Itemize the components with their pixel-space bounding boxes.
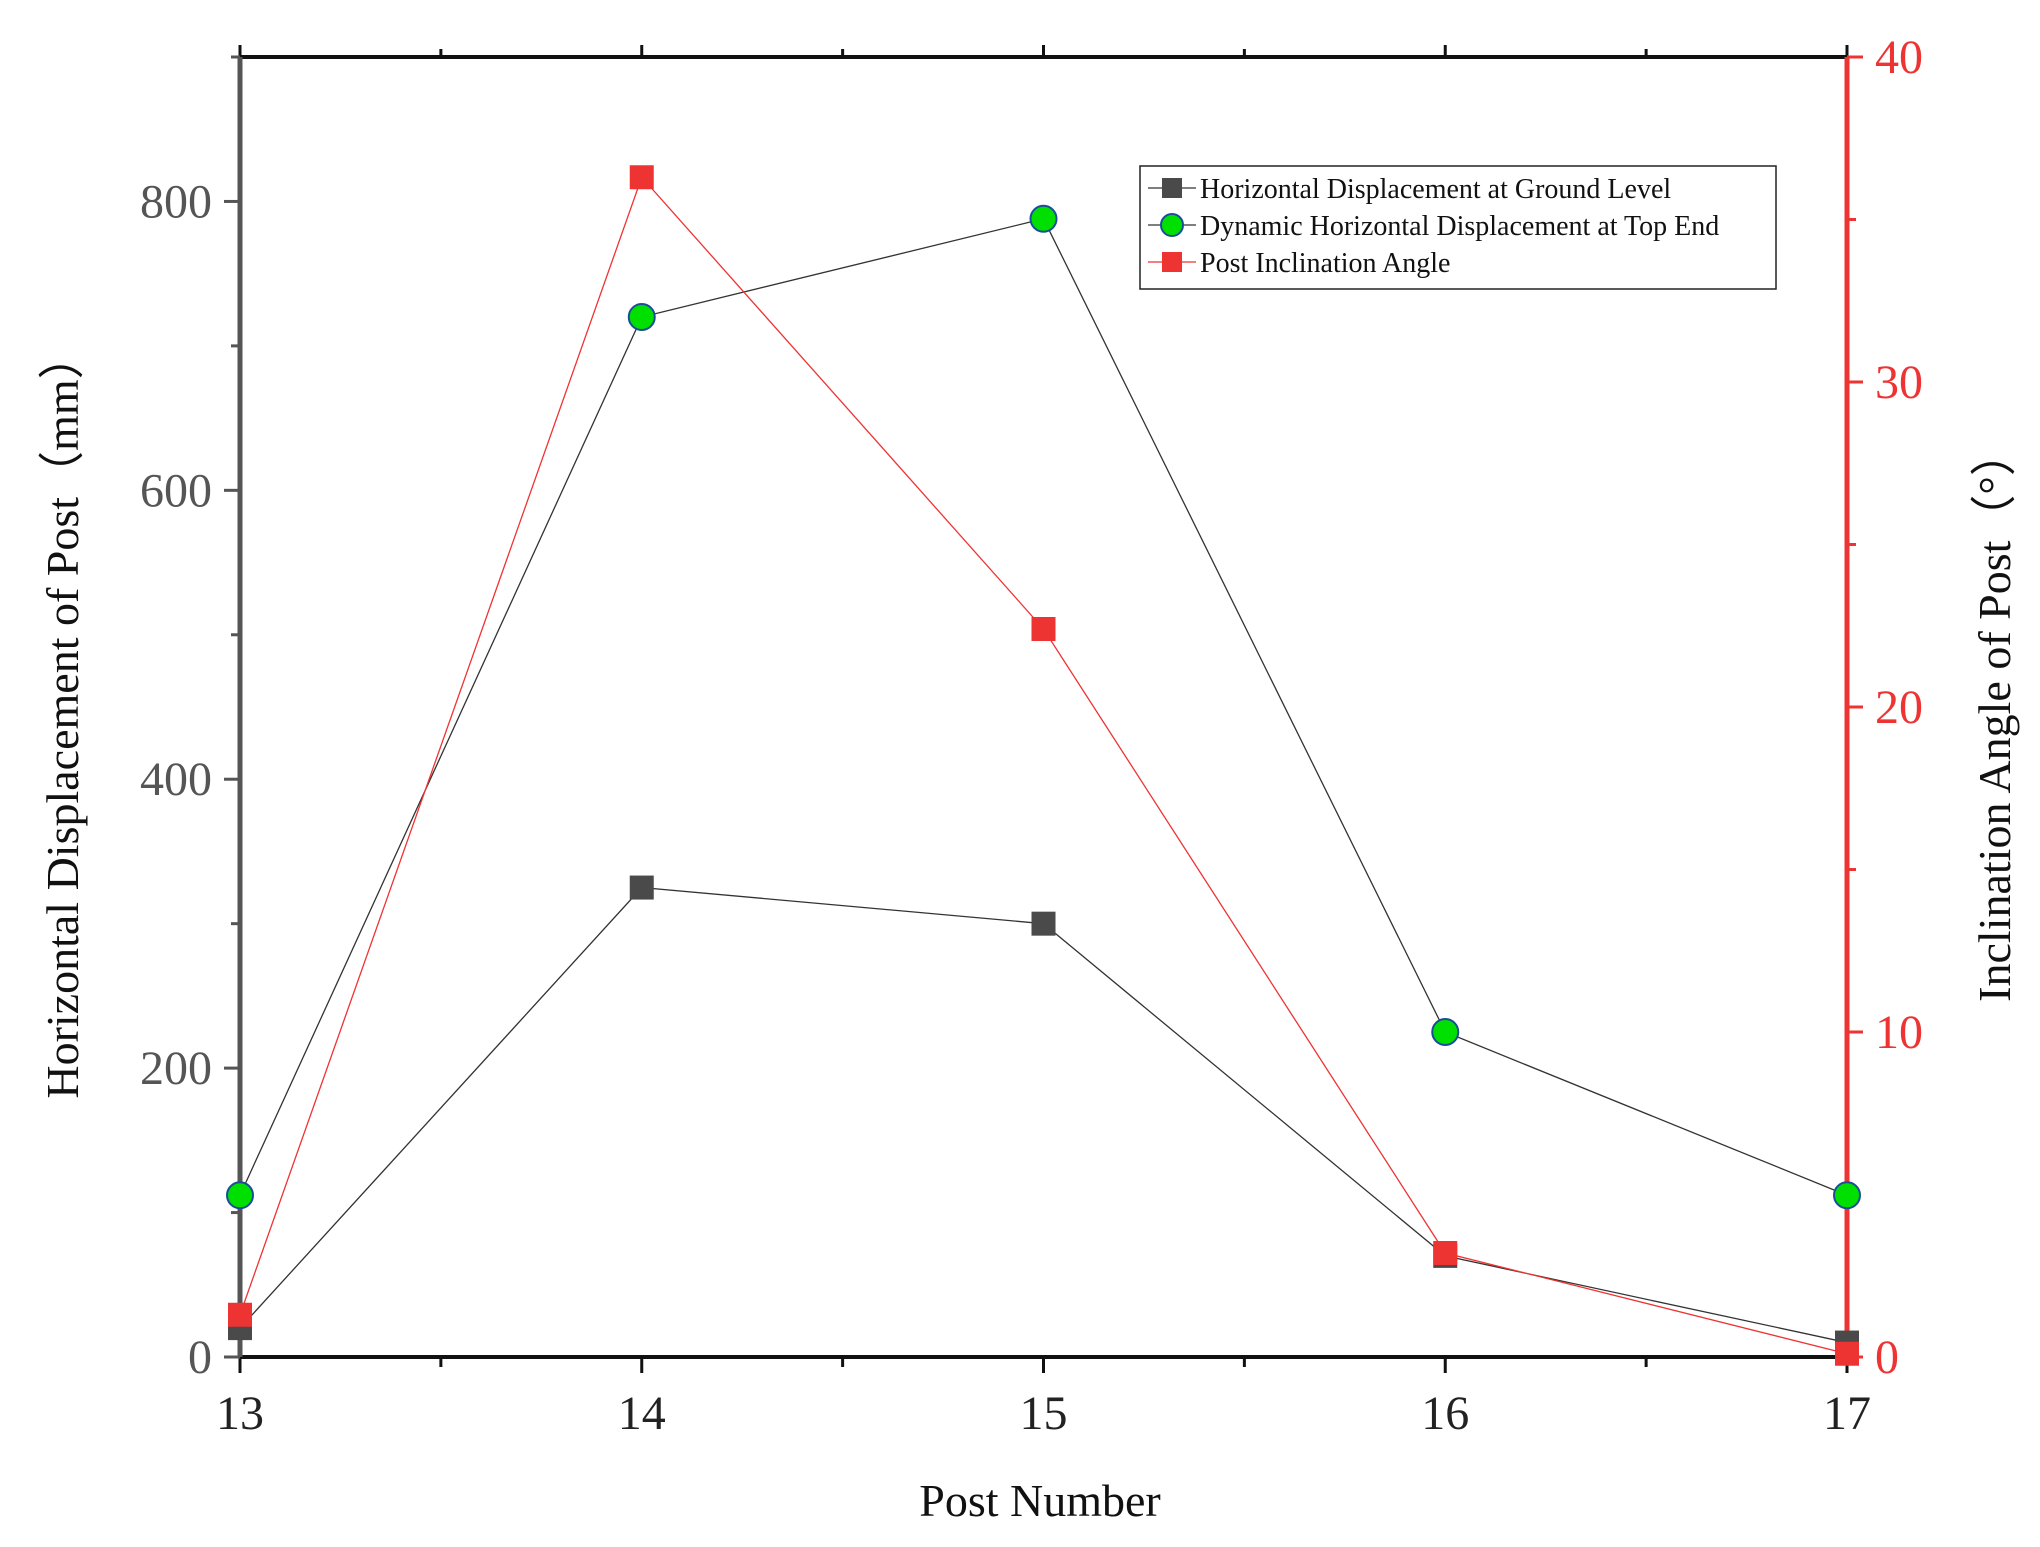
right-y-tick-label: 40 xyxy=(1875,31,1923,84)
left-y-tick-label: 200 xyxy=(140,1042,212,1095)
left-y-axis-title: Horizontal Displacement of Post（mm） xyxy=(37,333,88,1098)
legend-marker-1 xyxy=(1162,178,1182,198)
series-2-point xyxy=(226,1181,254,1210)
right-y-tick-label: 20 xyxy=(1875,681,1923,734)
x-tick-label: 13 xyxy=(216,1387,264,1440)
series-line-2 xyxy=(239,218,1848,1196)
legend-marker-2 xyxy=(1160,213,1184,237)
left-y-tick-label: 600 xyxy=(140,464,212,517)
series-3-point xyxy=(1031,617,1056,641)
series-markers xyxy=(226,165,1861,1366)
series-2-point xyxy=(1431,1018,1460,1046)
series-2-point xyxy=(627,303,656,331)
series-line-1 xyxy=(239,886,1848,1344)
series-1-point xyxy=(629,875,654,900)
series-lines xyxy=(239,175,1848,1355)
legend-marker-3 xyxy=(1162,252,1182,272)
legend: Horizontal Displacement at Ground Level D… xyxy=(1139,165,1777,290)
legend-label-2: Dynamic Horizontal Displacement at Top E… xyxy=(1200,211,1719,242)
right-y-tick-label: 10 xyxy=(1875,1006,1923,1059)
x-tick-label: 15 xyxy=(1020,1387,1068,1440)
series-2-point xyxy=(1833,1181,1861,1210)
legend-box xyxy=(1139,165,1777,290)
x-tick-label: 16 xyxy=(1421,1387,1469,1440)
left-y-tick-label: 400 xyxy=(140,753,212,806)
left-y-tick-label: 0 xyxy=(188,1331,212,1384)
right-y-axis-title: Inclination Angle of Post（°） xyxy=(1969,430,2020,1002)
x-axis-title: Post Number xyxy=(919,1475,1161,1526)
legend-label-1: Horizontal Displacement at Ground Level xyxy=(1200,174,1671,205)
left-y-tick-label: 800 xyxy=(140,175,212,228)
legend-label-3: Post Inclination Angle xyxy=(1200,248,1450,279)
series-2-point xyxy=(1029,204,1058,233)
series-1-point xyxy=(1031,911,1056,936)
series-line-3 xyxy=(239,175,1848,1355)
series-3-point xyxy=(1835,1341,1859,1366)
right-y-tick-label: 30 xyxy=(1875,356,1923,409)
series-3-point xyxy=(1433,1241,1458,1265)
x-tick-label: 17 xyxy=(1823,1387,1871,1440)
right-y-tick-label: 0 xyxy=(1875,1331,1899,1384)
series-3-point xyxy=(629,165,654,190)
x-tick-label: 14 xyxy=(618,1387,666,1440)
series-3-point xyxy=(228,1302,252,1327)
